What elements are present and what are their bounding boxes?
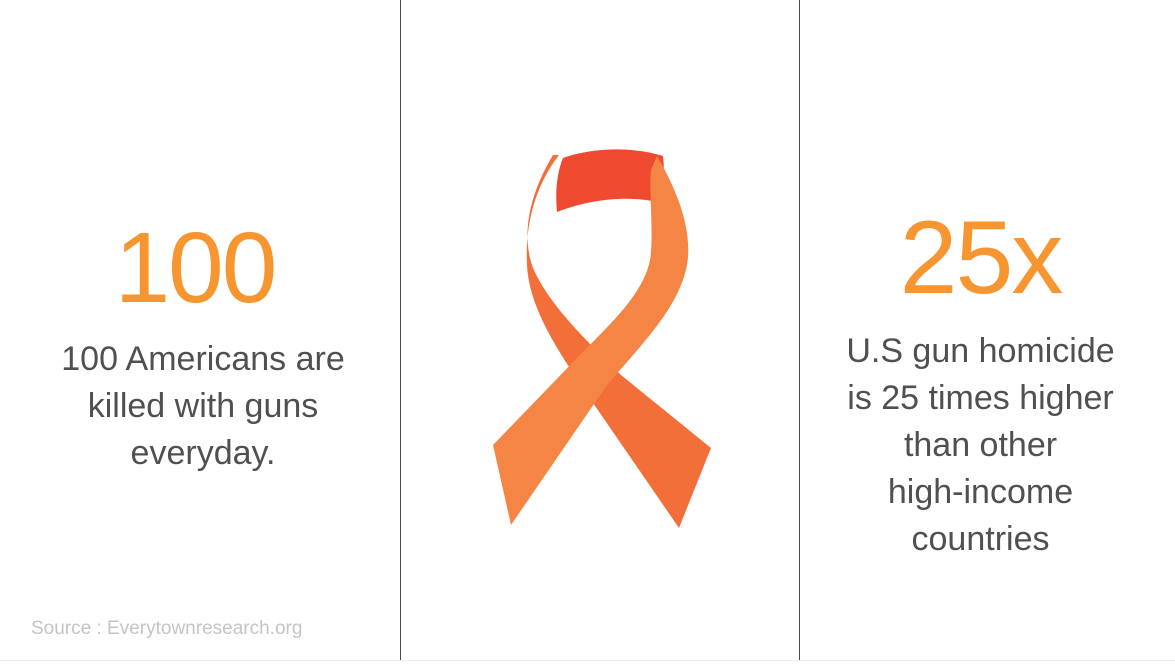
awareness-ribbon-icon [493, 149, 711, 528]
desc-line: killed with guns [87, 387, 319, 425]
stat-number-100: 100 [114, 212, 278, 324]
stat-description-right: U.S gun homicide is 25 times higher than… [793, 328, 1168, 563]
ribbon-loop-top [556, 149, 664, 212]
ribbon-strand-left-tail [493, 156, 689, 525]
desc-line: is 25 times higher [847, 379, 1114, 417]
desc-line: than other [903, 426, 1058, 464]
desc-line: 100 Americans are [61, 340, 345, 378]
center-ribbon-panel [401, 0, 799, 664]
ribbon-strand-right-tail [526, 155, 711, 528]
desc-line: U.S gun homicide [846, 332, 1115, 370]
panel-divider [799, 0, 800, 660]
desc-line: countries [911, 520, 1050, 558]
source-credit: Source : Everytownresearch.org [31, 618, 303, 639]
stat-description-left: 100 Americans are killed with guns every… [3, 336, 403, 477]
left-stat-panel: 100 100 Americans are killed with guns e… [0, 0, 400, 664]
panel-divider [400, 0, 401, 660]
stat-number-25x: 25x [899, 200, 1064, 316]
desc-line: everyday. [130, 434, 276, 472]
desc-line: high-income [887, 473, 1074, 511]
right-stat-panel: 25x U.S gun homicide is 25 times higher … [800, 0, 1175, 664]
bottom-border [0, 660, 1175, 661]
